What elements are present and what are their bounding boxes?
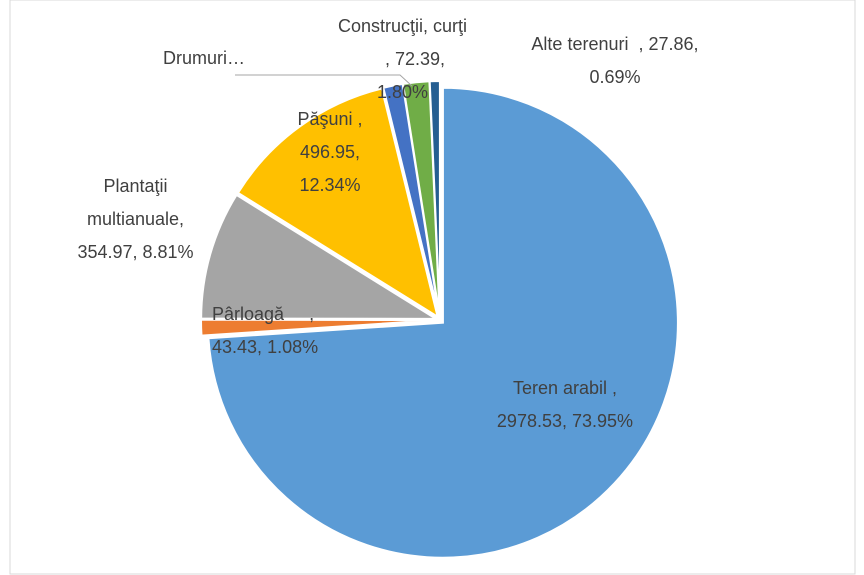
pie-slice: [200, 193, 440, 320]
data-label: Alte terenuri , 27.86, 0.69%: [531, 34, 699, 87]
pie-slice: [236, 87, 440, 319]
leader-line: [235, 74, 413, 87]
data-label: Pârloagă , 43.43, 1.08%: [212, 304, 319, 357]
data-label: Plantaţii multianuale, 354.97, 8.81%: [77, 176, 194, 262]
data-label: Construcţii, curţi , 72.39, 1.80%: [337, 16, 468, 102]
pie-slice: [428, 80, 441, 317]
data-label: Păşuni , 496.95, 12.34%: [297, 109, 363, 195]
pie-slice: [207, 86, 679, 559]
data-label: Drumuri…: [163, 48, 246, 68]
data-label: Teren arabil , 2978.53, 73.95%: [496, 378, 634, 431]
pie-slice: [200, 318, 437, 337]
